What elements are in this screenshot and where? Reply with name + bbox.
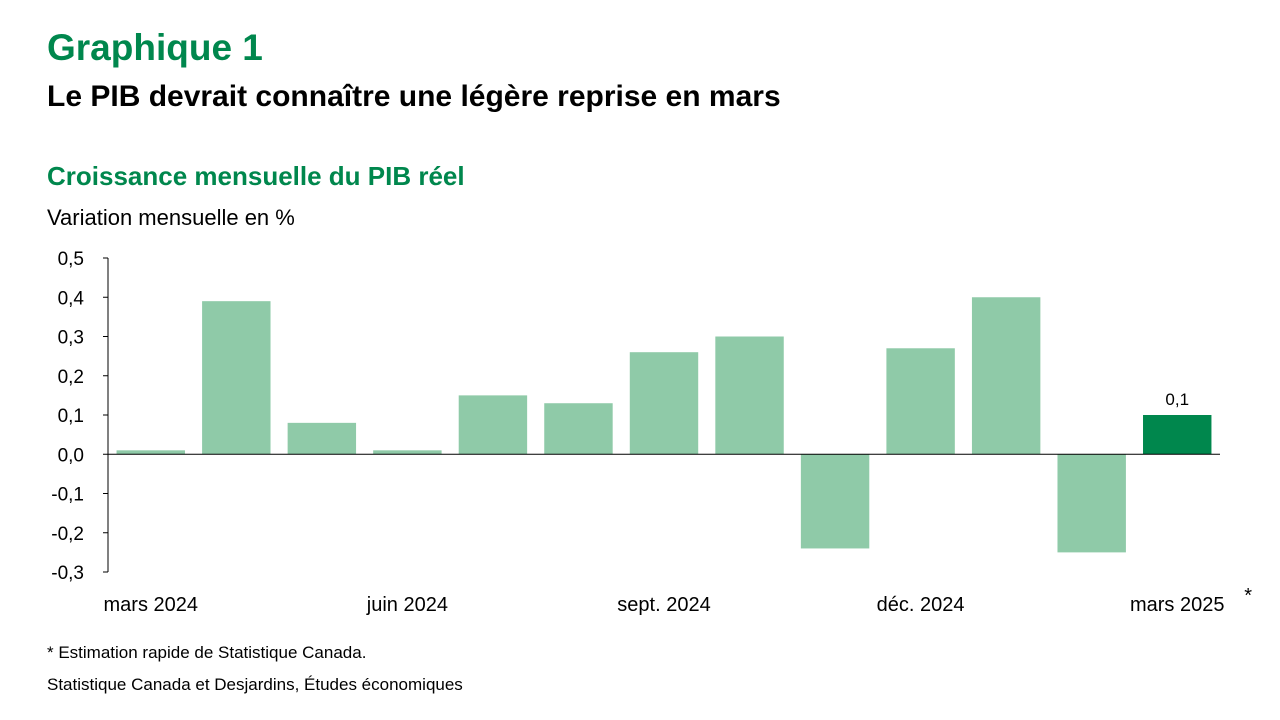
footnote: * Estimation rapide de Statistique Canad… (47, 643, 367, 662)
y-tick-label: -0,3 (51, 563, 84, 584)
data-label: 0,1 (1165, 390, 1189, 409)
bar (116, 450, 185, 455)
bar-chart: 0,5 0,4 0,3 0,2 0,1 0,0 -0,1 -0,2 -0,3 0,1 mars 20… (51, 249, 1252, 616)
bar (715, 336, 784, 455)
y-tick-label: 0,3 (58, 328, 84, 349)
y-tick-label: 0,2 (58, 367, 84, 388)
x-tick-label: déc. 2024 (877, 594, 965, 616)
bar-highlight (1143, 415, 1212, 455)
x-tick-label: juin 2024 (366, 594, 448, 616)
source-note: Statistique Canada et Desjardins, Études… (47, 675, 463, 694)
y-tick-label: -0,2 (51, 524, 84, 545)
bar (971, 297, 1041, 455)
x-tick-footnote-marker: * (1244, 585, 1252, 607)
y-tick-label: -0,1 (51, 485, 84, 506)
x-tick-label: sept. 2024 (617, 594, 710, 616)
y-tick-label: 0,4 (58, 288, 85, 309)
x-tick-label: mars 2024 (104, 594, 199, 616)
figure-title: Le PIB devrait connaître une légère repr… (47, 80, 781, 113)
chart-title: Croissance mensuelle du PIB réel (47, 161, 465, 191)
bar (373, 450, 442, 455)
bar (886, 348, 955, 455)
y-tick-label: 0,1 (58, 406, 84, 427)
bar (1057, 454, 1126, 553)
bar (629, 352, 699, 455)
bar (202, 301, 271, 455)
figure-label: Graphique 1 (47, 27, 263, 68)
bar (544, 403, 613, 455)
y-tick-label: 0,0 (58, 445, 84, 466)
bar (800, 454, 870, 549)
bar (458, 395, 528, 455)
y-tick-label: 0,5 (58, 249, 84, 270)
bar (287, 422, 357, 455)
x-tick-label: mars 2025 (1130, 594, 1225, 616)
y-axis-unit-label: Variation mensuelle en % (47, 205, 295, 230)
